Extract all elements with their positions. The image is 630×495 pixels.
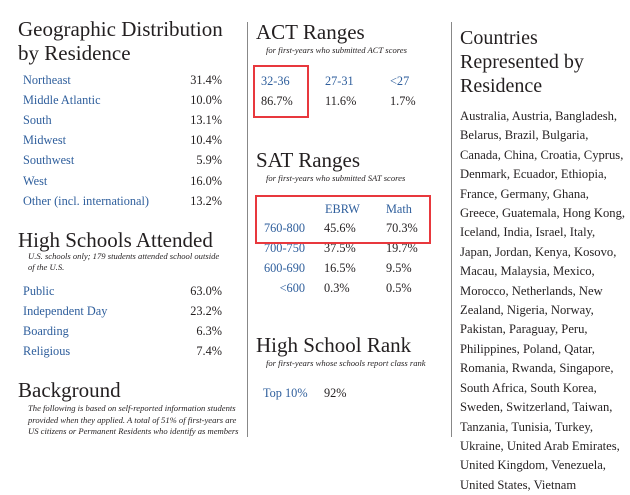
high-school-row-value: 23.2% <box>190 304 222 319</box>
sat-row-ebrw: 0.3% <box>324 281 350 295</box>
countries-title-line: Represented by <box>460 51 584 73</box>
high-school-row-label: Religious <box>23 344 71 359</box>
high-schools-title: High Schools Attended <box>18 228 213 252</box>
geo-row-label: South <box>23 113 52 128</box>
sat-row-math: 70.3% <box>386 221 418 235</box>
countries-title-line: Residence <box>460 75 543 97</box>
sat-row-ebrw: 37.5% <box>324 241 356 255</box>
column-divider <box>247 22 248 437</box>
sat-row-range: 600-690 <box>264 261 305 275</box>
sat-subtitle: for first-years who submitted SAT scores <box>266 173 406 183</box>
countries-line: France, Germany, Ghana, <box>460 186 589 201</box>
geo-row-value: 16.0% <box>190 173 222 188</box>
background-text-line: provided when they applied. A total of 5… <box>28 415 237 425</box>
geo-row-label: West <box>23 173 48 188</box>
high-schools-note: U.S. schools only; 179 students attended… <box>28 251 220 261</box>
countries-line: Morocco, Netherlands, New <box>460 283 603 298</box>
sat-header-ebrw: EBRW <box>325 202 360 216</box>
act-highlight-box <box>253 65 309 118</box>
act-value-32-36: 86.7% <box>261 94 293 108</box>
geo-row-label: Middle Atlantic <box>23 93 101 108</box>
countries-line: Greece, Guatemala, Hong Kong, <box>460 206 626 221</box>
countries-line: Belarus, Brazil, Bulgaria, <box>460 128 589 143</box>
geographic-title: Geographic Distribution <box>18 17 223 41</box>
countries-line: Tanzania, Tunisia, Turkey, <box>460 419 593 434</box>
geo-row-label: Southwest <box>23 153 75 168</box>
countries-line: South Africa, South Korea, <box>460 380 597 395</box>
countries-line: Zealand, Nigeria, Norway, <box>460 303 594 318</box>
geo-row-value: 31.4% <box>190 73 222 87</box>
sat-highlight-box <box>255 195 431 244</box>
act-subtitle: for first-years who submitted ACT scores <box>266 45 407 55</box>
high-school-row-label: Independent Day <box>23 304 108 319</box>
countries-line: United Kingdom, Venezuela, <box>460 458 606 473</box>
act-range-32-36: 32-36 <box>261 74 290 88</box>
column-divider <box>451 22 452 437</box>
act-value-27-31: 11.6% <box>325 94 357 108</box>
high-schools-note-line2: of the U.S. <box>28 262 65 272</box>
background-title: Background <box>18 378 121 402</box>
sat-row-ebrw: 16.5% <box>324 261 356 275</box>
geo-row-value: 13.1% <box>190 113 222 128</box>
geo-row-label: Midwest <box>23 133 67 148</box>
geo-row-label: Other (incl. international) <box>23 193 149 208</box>
act-range-27-31: 27-31 <box>325 74 354 88</box>
high-school-row-value: 6.3% <box>196 324 222 339</box>
countries-line: Pakistan, Paraguay, Peru, <box>460 322 588 337</box>
rank-value: 92% <box>324 386 347 400</box>
act-title: ACT Ranges <box>256 20 365 44</box>
geo-row-value: 10.4% <box>190 133 222 148</box>
countries-line: Philippines, Poland, Qatar, <box>460 341 595 356</box>
sat-row-ebrw: 45.6% <box>324 221 356 235</box>
high-school-row-value: 63.0% <box>190 284 222 298</box>
rank-label: Top 10% <box>263 386 308 400</box>
countries-line: Canada, China, Croatia, Cyprus, <box>460 147 624 162</box>
act-value-under-27: 1.7% <box>390 94 416 108</box>
high-school-row-value: 7.4% <box>196 344 222 359</box>
geographic-title-line2: by Residence <box>18 41 131 65</box>
countries-line: Australia, Austria, Bangladesh, <box>460 109 618 123</box>
sat-row-range: 700-750 <box>264 241 305 255</box>
countries-line: Denmark, Ecuador, Ethiopia, <box>460 167 607 182</box>
rank-title: High School Rank <box>256 333 412 357</box>
countries-title-line: Countries <box>460 27 538 49</box>
sat-row-range: 760-800 <box>264 221 305 235</box>
geo-row-value: 5.9% <box>196 153 222 168</box>
countries-line: Romania, Rwanda, Singapore, <box>460 361 614 376</box>
background-text-line: US citizens or Permanent Residents who i… <box>28 426 239 436</box>
countries-line: Sweden, Switzerland, Taiwan, <box>460 400 613 415</box>
rank-subtitle: for first-years whose schools report cla… <box>266 358 426 368</box>
geo-row-value: 13.2% <box>190 193 222 208</box>
sat-row-math: 0.5% <box>386 281 412 295</box>
countries-line: Ukraine, United Arab Emirates, <box>460 438 620 453</box>
countries-title: Countries Represented by Residence <box>460 26 584 98</box>
background-text-line: The following is based on self-reported … <box>28 403 236 413</box>
countries-line: United States, Vietnam <box>460 477 577 492</box>
act-range-under-27: <27 <box>390 74 410 88</box>
countries-line: Iceland, India, Israel, Italy, <box>460 225 596 240</box>
geo-row-label: Northeast <box>23 73 71 87</box>
countries-list: Australia, Austria, Bangladesh, Belarus, … <box>460 107 625 495</box>
high-school-row-label: Public <box>23 284 55 298</box>
sat-row-range: <600 <box>279 281 305 295</box>
sat-title: SAT Ranges <box>256 148 361 172</box>
sat-row-math: 9.5% <box>386 261 412 275</box>
countries-line: Japan, Jordan, Kenya, Kosovo, <box>460 244 617 259</box>
sat-row-math: 19.7% <box>386 241 418 255</box>
countries-line: Macau, Malaysia, Mexico, <box>460 264 595 279</box>
sat-header-math: Math <box>386 202 412 216</box>
geo-row-value: 10.0% <box>190 93 222 108</box>
high-school-row-label: Boarding <box>23 324 69 339</box>
